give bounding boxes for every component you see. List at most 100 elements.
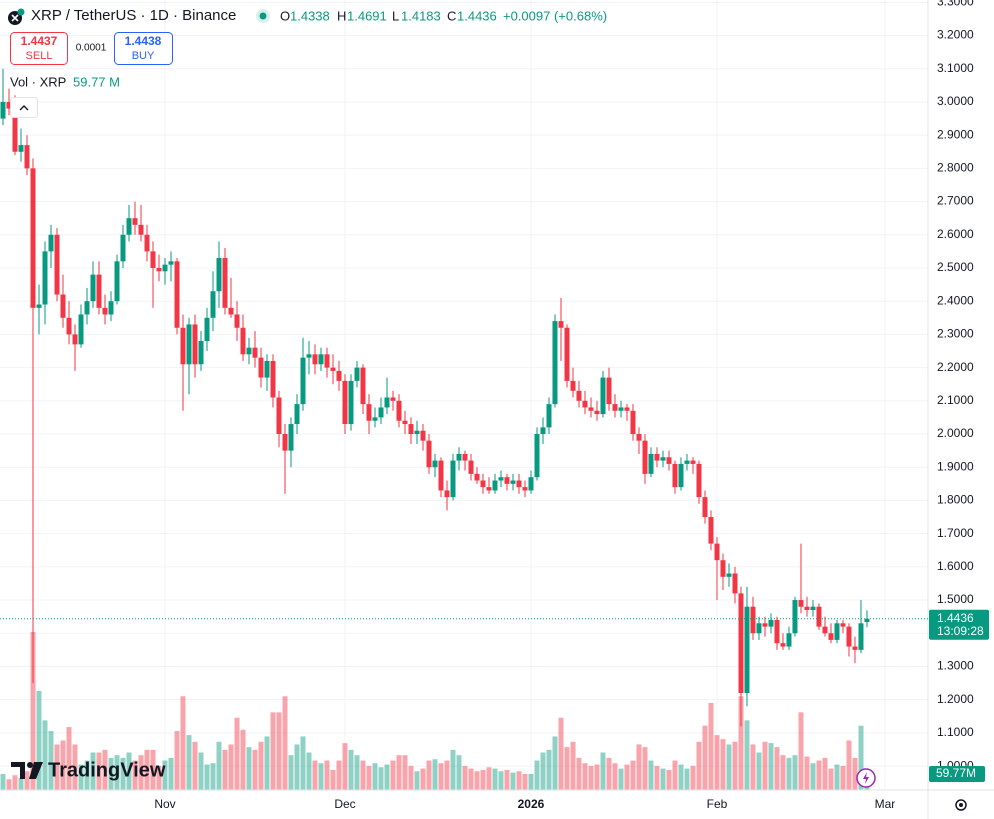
volume-bar [378, 767, 384, 790]
volume-bar [636, 744, 642, 790]
candle-body [720, 560, 726, 577]
volume-bar [222, 749, 228, 790]
volume-bar [666, 769, 672, 790]
sell-label: SELL [26, 50, 53, 62]
settings-button[interactable] [955, 799, 967, 811]
volume-bar [168, 757, 174, 790]
volume-bar [174, 731, 180, 790]
volume-bar [60, 740, 66, 790]
volume-bar [570, 741, 576, 790]
price-tag-countdown: 13:09:28 [937, 624, 984, 638]
candle-body [312, 354, 318, 365]
volume-bar [126, 752, 132, 790]
candle-body [600, 377, 606, 415]
lightning-icon [863, 772, 869, 784]
buy-button[interactable] [114, 32, 173, 65]
volume-bar [150, 749, 156, 790]
spread: 0.0001 [76, 43, 107, 54]
candle-body [84, 301, 90, 315]
volume-bar [198, 752, 204, 790]
volume-bar [342, 743, 348, 790]
candle-body [594, 410, 600, 415]
candle-body [36, 304, 42, 308]
candle-body [462, 453, 468, 461]
candle-body [516, 480, 522, 488]
candle-body [636, 434, 642, 441]
x-tick-label: 2026 [518, 797, 545, 811]
candle-body [270, 360, 276, 398]
volume-bar [492, 768, 498, 790]
candle-body [390, 397, 396, 401]
volume-bar [84, 760, 90, 790]
y-tick-label: 2.9000 [937, 127, 974, 141]
volume-bar [660, 768, 666, 790]
candle-body [732, 573, 738, 594]
candle-body [810, 606, 816, 611]
y-tick-label: 1.6000 [937, 559, 974, 573]
market-status-dot [259, 12, 267, 20]
volume-bar [156, 765, 162, 790]
volume-bar [708, 702, 714, 790]
collapse-button[interactable] [10, 97, 38, 118]
y-tick-label: 2.0000 [937, 426, 974, 440]
volume-bar [654, 765, 660, 790]
brand-mark [27, 762, 33, 768]
volume-bar [390, 760, 396, 790]
candle-body [408, 424, 414, 435]
candle-body [234, 314, 240, 328]
candle-body [60, 294, 66, 318]
candle-body [378, 407, 384, 418]
volume-bar [546, 749, 552, 790]
candle-body [648, 453, 654, 474]
volume-bar [624, 764, 630, 790]
candle-body [318, 354, 324, 365]
symbol-title[interactable]: XRP / TetherUS · 1D · Binance [31, 7, 236, 24]
volume-bar [402, 755, 408, 790]
volume-bar [588, 765, 594, 790]
candle-body [468, 460, 474, 474]
sell-button[interactable] [10, 32, 68, 65]
volume-bar [438, 763, 444, 790]
candle-body [12, 108, 18, 152]
volume-bar [318, 763, 324, 790]
candle-body [486, 487, 492, 491]
y-tick-label: 3.1000 [937, 61, 974, 75]
candle-body [672, 463, 678, 488]
volume-bar [426, 760, 432, 790]
candle-body [708, 517, 714, 544]
candle-body [828, 633, 834, 640]
volume-bar [600, 752, 606, 790]
candle-body [612, 404, 618, 411]
candle-body [492, 480, 498, 491]
volume-bar [672, 760, 678, 790]
y-tick-label: 1.1000 [937, 725, 974, 739]
candle-body [180, 327, 186, 365]
brand-mark [29, 762, 43, 779]
volume-bar [216, 741, 222, 790]
volume-bar [606, 757, 612, 790]
candle-body [240, 327, 246, 355]
candle-body [0, 101, 6, 119]
volume-bar [852, 757, 858, 790]
candle-body [348, 380, 354, 425]
volume-legend-value: 59.77 M [73, 74, 120, 89]
ohlc-label: H [337, 8, 346, 23]
candle-body [582, 400, 588, 408]
volume-bar [486, 767, 492, 790]
volume-bar [702, 725, 708, 790]
volume-bar [834, 764, 840, 790]
volume-bar [564, 747, 570, 790]
volume-bar [0, 773, 6, 790]
candle-body [786, 633, 792, 647]
volume-bar [462, 765, 468, 790]
candle-body [264, 360, 270, 378]
volume-bar [612, 763, 618, 790]
volume-tag [929, 765, 985, 782]
volume-bar [528, 773, 534, 790]
candle-body [822, 626, 828, 634]
volume-bar [798, 712, 804, 790]
volume-bar [738, 696, 744, 790]
logo-badge [17, 8, 25, 16]
candle-body [306, 354, 312, 358]
price-tag-value: 1.4436 [937, 611, 974, 625]
